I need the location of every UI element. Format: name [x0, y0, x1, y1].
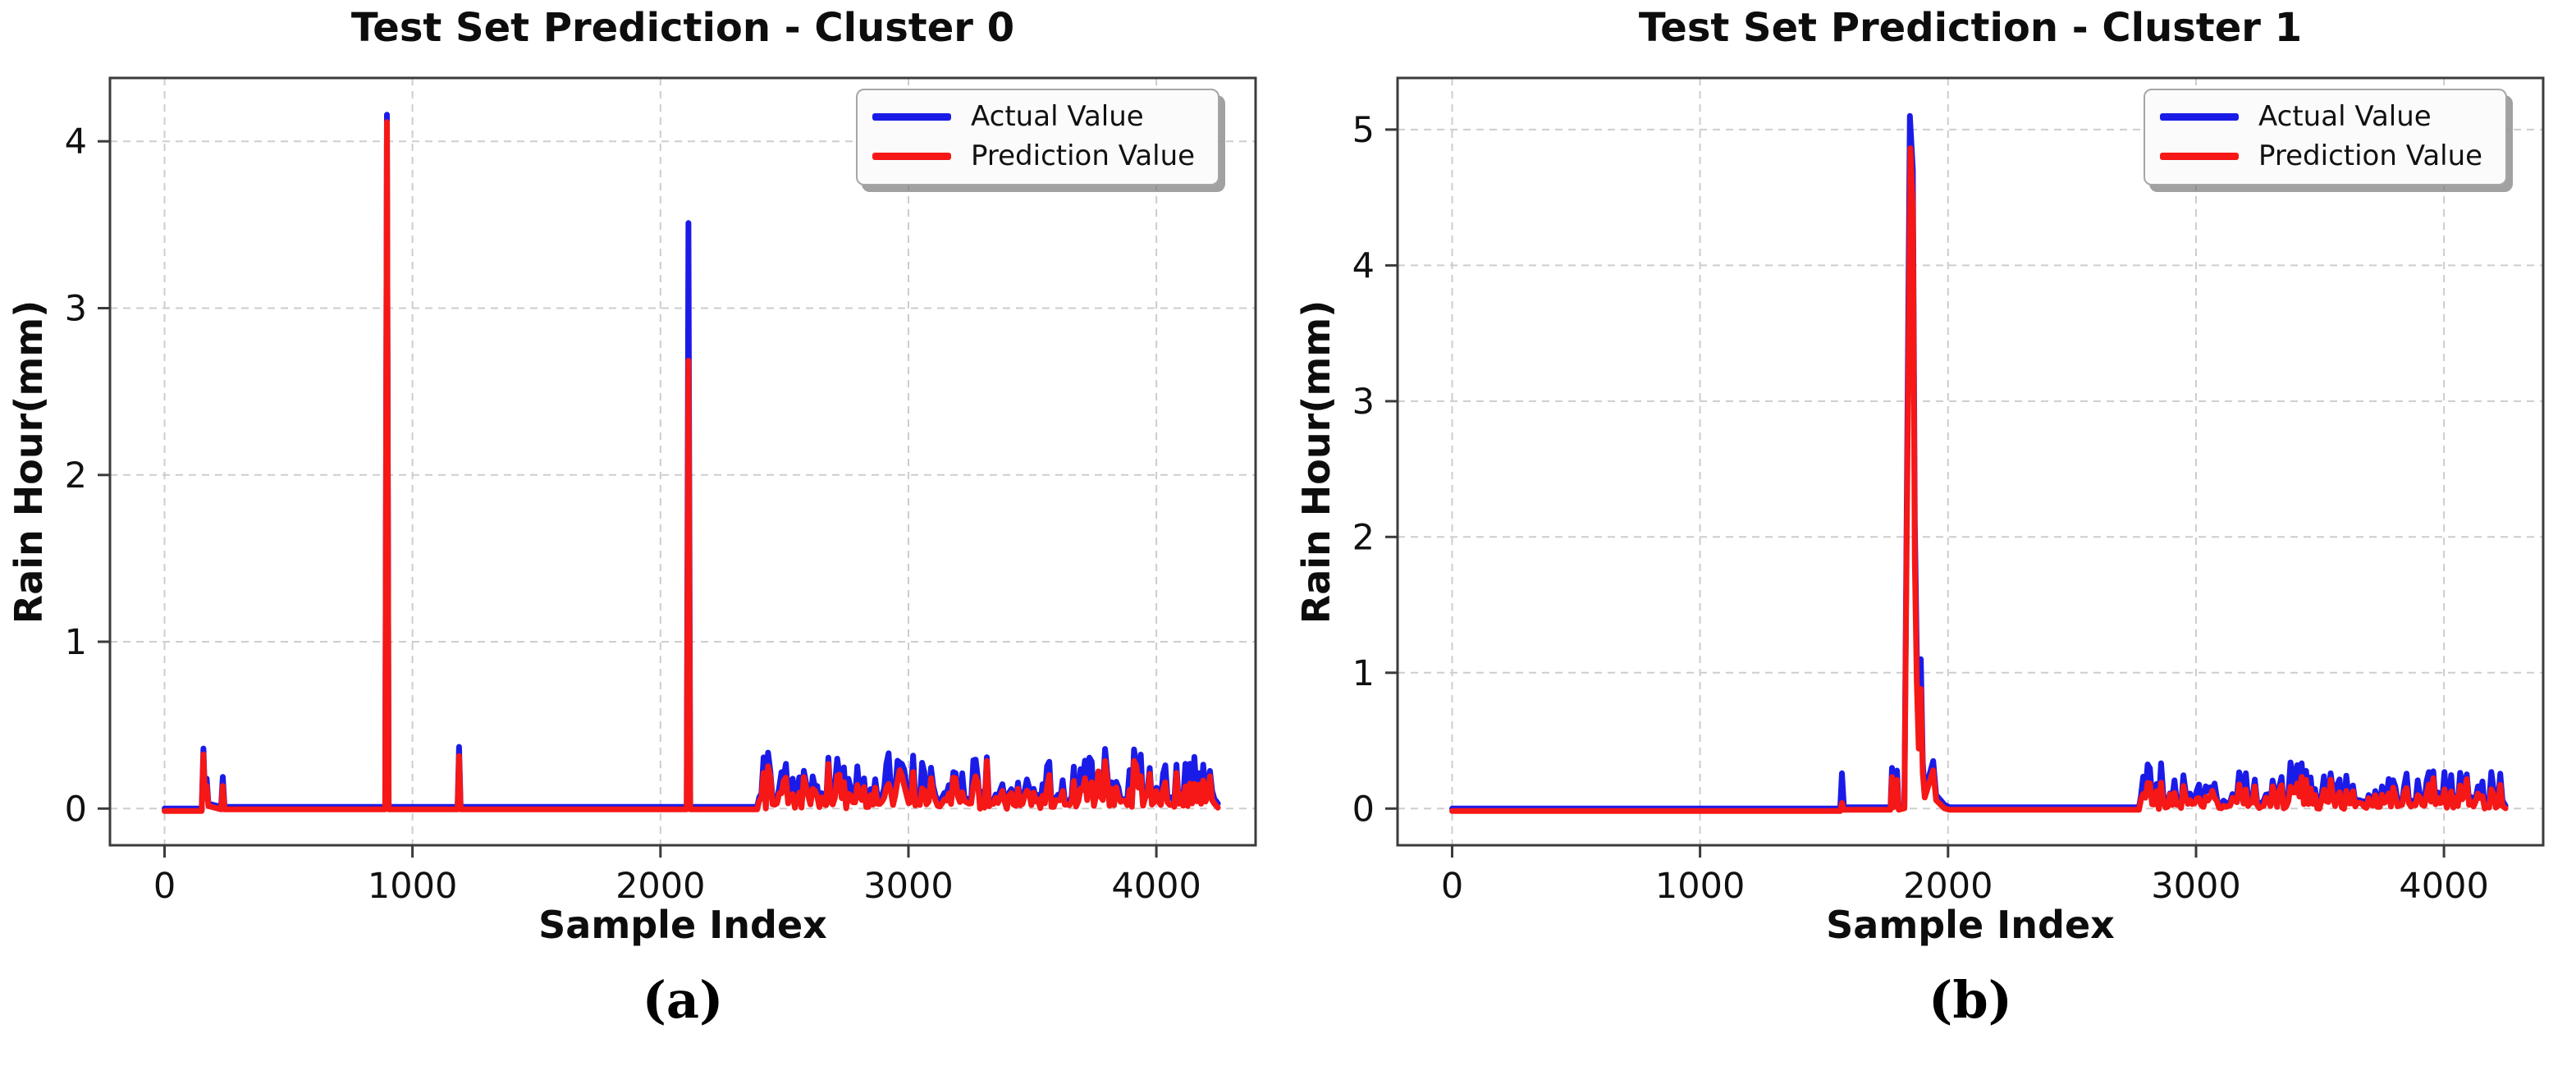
svg-text:0: 0: [65, 789, 87, 830]
svg-text:4: 4: [1352, 245, 1375, 286]
svg-text:3000: 3000: [2151, 866, 2240, 907]
actual-line-swatch: [872, 112, 951, 121]
svg-text:3000: 3000: [863, 866, 953, 907]
legend-item-actual: Actual Value: [2160, 100, 2482, 133]
chart-a-title: Test Set Prediction - Cluster 0: [350, 5, 1015, 51]
svg-text:1: 1: [65, 622, 87, 663]
panel-a: Test Set Prediction - Cluster 0 Rain Hou…: [7, 5, 1257, 1030]
chart-b-x-axis-label: Sample Index: [1826, 903, 2115, 947]
legend-item-actual: Actual Value: [872, 100, 1195, 133]
legend-label-prediction: Prediction Value: [2258, 140, 2483, 172]
svg-text:1: 1: [1352, 653, 1375, 694]
svg-text:4000: 4000: [2399, 866, 2488, 907]
svg-text:2000: 2000: [1903, 866, 1993, 907]
legend-item-prediction: Prediction Value: [872, 140, 1195, 172]
actual-line-swatch: [2160, 112, 2239, 121]
svg-text:4: 4: [65, 121, 87, 162]
legend-label-prediction: Prediction Value: [971, 140, 1196, 172]
svg-text:5: 5: [1352, 110, 1375, 151]
svg-text:1000: 1000: [368, 866, 457, 907]
legend-item-prediction: Prediction Value: [2160, 140, 2482, 172]
legend-label-actual: Actual Value: [971, 100, 1144, 133]
panel-b: Test Set Prediction - Cluster 1 Rain Hou…: [1288, 0, 2575, 1066]
svg-text:1000: 1000: [1655, 866, 1745, 907]
chart-b-line-plot: 0 1000 2000 3000 4000 0 1 2 3 4 5: [1352, 76, 2545, 907]
caption-a: (a): [642, 970, 724, 1030]
svg-text:4000: 4000: [1111, 866, 1201, 907]
svg-text:3: 3: [65, 289, 87, 330]
svg-text:2000: 2000: [615, 866, 705, 907]
svg-text:0: 0: [153, 866, 176, 907]
prediction-line-swatch: [2160, 152, 2239, 160]
prediction-line-swatch: [872, 152, 951, 160]
chart-b-legend: Actual Value Prediction Value: [2144, 89, 2508, 185]
svg-text:0: 0: [1441, 866, 1463, 907]
legend-label-actual: Actual Value: [2258, 100, 2432, 133]
svg-text:2: 2: [1352, 517, 1375, 558]
chart-a-x-axis-label: Sample Index: [538, 903, 827, 947]
chart-b-title: Test Set Prediction - Cluster 1: [1638, 5, 2303, 51]
chart-a-legend: Actual Value Prediction Value: [856, 89, 1220, 185]
svg-text:3: 3: [1352, 382, 1375, 423]
caption-b: (b): [1928, 970, 2013, 1030]
svg-text:2: 2: [65, 455, 87, 496]
chart-a-line-plot: 0 1000 2000 3000 4000 0 1 2 3 4: [65, 76, 1257, 907]
svg-text:0: 0: [1352, 789, 1375, 830]
